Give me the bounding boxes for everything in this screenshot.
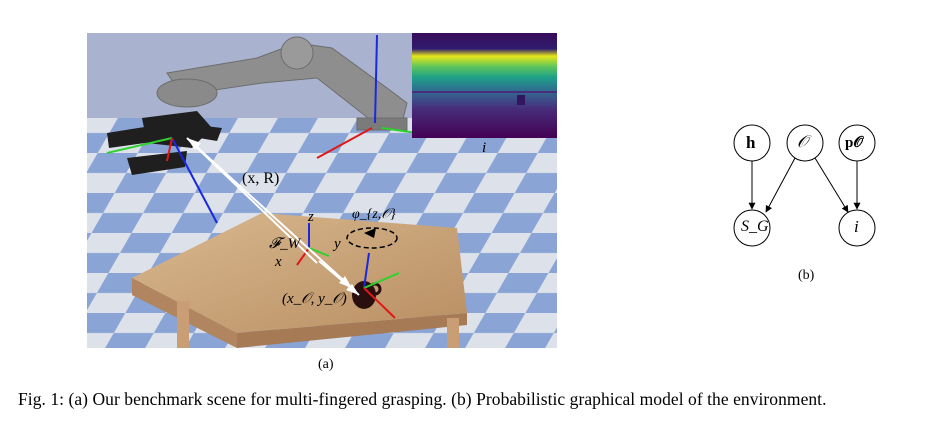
depth-image-inset [412, 33, 557, 138]
node-pO-label: p𝒪 [845, 135, 863, 151]
node-i-label: i [854, 217, 859, 236]
node-h [733, 124, 771, 162]
depth-image-label: i [482, 140, 487, 156]
axis-y-label: y [334, 236, 341, 252]
pose-label: (x, R) [242, 170, 280, 187]
robot-arm [156, 36, 408, 131]
rotation-label: φ_{z,𝒪} [352, 207, 396, 222]
axis-z-label: z [308, 209, 314, 225]
axis-x-label: x [275, 254, 282, 270]
graphical-model-figure: h 𝒪 p𝒪 S_G i [715, 110, 895, 290]
robotic-hand [107, 111, 222, 175]
node-O [786, 124, 824, 162]
node-O-label: 𝒪 [797, 132, 808, 151]
table [132, 213, 467, 348]
node-i [838, 209, 876, 247]
figure-caption: Fig. 1: (a) Our benchmark scene for mult… [18, 389, 827, 409]
edge-O-SG [765, 157, 796, 213]
object-position-label: (x_𝒪, y_𝒪) [282, 291, 347, 307]
edge-O-i [814, 157, 849, 213]
node-SG [733, 209, 771, 247]
scene-illustration [87, 33, 557, 348]
node-h-label: h [746, 133, 756, 152]
node-SG-label: S_G [741, 218, 769, 235]
graphical-model-svg [733, 124, 876, 247]
panel-a-label: (a) [318, 357, 334, 372]
node-pO [838, 124, 876, 162]
panel-b-label: (b) [798, 268, 815, 283]
world-frame-label: 𝓕_W [269, 236, 301, 252]
benchmark-scene-figure: (x, R) 𝓕_W z y x φ_{z,𝒪} (x_𝒪, y_𝒪) i [87, 33, 557, 348]
